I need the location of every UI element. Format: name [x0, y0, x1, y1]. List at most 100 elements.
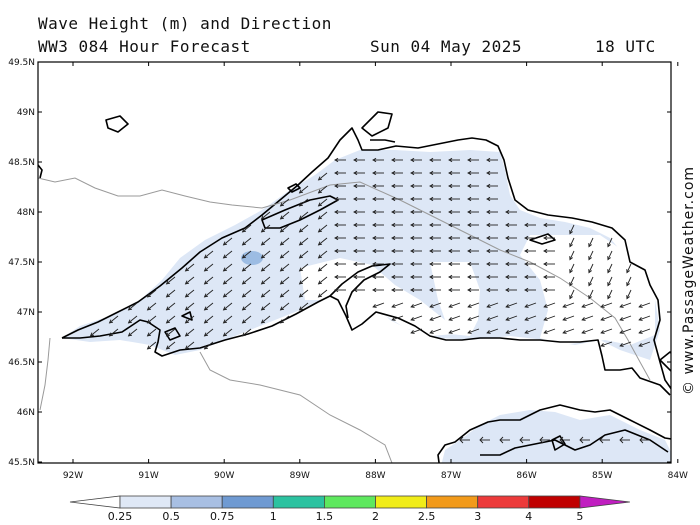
- wave-arrow: [588, 263, 594, 274]
- wave-arrow: [448, 209, 460, 215]
- wave-arrow: [372, 248, 384, 254]
- wave-arrow: [486, 315, 499, 321]
- wave-arrow: [184, 289, 195, 298]
- lon-label: 87W: [441, 471, 461, 481]
- wave-arrow: [626, 263, 632, 274]
- wave-arrow: [581, 315, 594, 321]
- wave-arrow: [372, 170, 384, 176]
- wave-arrow: [165, 328, 176, 337]
- wave-arrow: [429, 235, 441, 241]
- wave-arrow: [334, 248, 346, 254]
- lat-label: 46.5N: [8, 358, 35, 368]
- wave-arrow: [505, 302, 518, 308]
- wave-arrow: [448, 328, 461, 334]
- colorbar-segment: [272, 495, 325, 509]
- colorbar-label: 2: [372, 510, 379, 523]
- shoreline: [38, 111, 671, 463]
- colorbar-label: 4: [525, 510, 532, 523]
- wave-arrow: [638, 315, 651, 321]
- wave-arrow: [298, 211, 309, 220]
- wave-arrow: [524, 248, 536, 254]
- wave-arrow: [543, 222, 555, 228]
- colorbar-label: 1: [270, 510, 277, 523]
- colorbar-label: 5: [576, 510, 583, 523]
- wave-arrow: [279, 250, 290, 259]
- wave-arrow: [334, 287, 346, 293]
- lat-label: 46N: [17, 408, 35, 418]
- wave-arrow: [486, 235, 498, 241]
- lake-low-wave-patch: [520, 235, 655, 345]
- wave-arrow: [569, 237, 575, 248]
- wave-arrow: [559, 436, 570, 444]
- wave-arrow: [467, 235, 479, 241]
- wave-arrow: [581, 328, 594, 334]
- wave-arrow: [467, 209, 479, 215]
- wave-arrow: [410, 196, 422, 202]
- wave-arrow: [146, 302, 157, 311]
- wave-arrow: [372, 235, 384, 241]
- wave-arrow: [448, 302, 461, 308]
- lat-label: 45.5N: [8, 458, 35, 468]
- wave-arrow: [638, 302, 651, 308]
- wave-arrow: [505, 328, 518, 334]
- wave-arrow: [317, 224, 328, 233]
- wave-arrow: [486, 274, 498, 280]
- wave-arrow: [222, 250, 233, 259]
- wave-arrow: [353, 261, 365, 267]
- lon-label: 91W: [138, 471, 158, 481]
- wave-arrow: [353, 196, 365, 202]
- forecast-date: Sun 04 May 2025: [370, 37, 522, 56]
- wave-arrow: [298, 263, 309, 272]
- wave-arrow: [334, 183, 346, 189]
- wave-arrow: [486, 287, 498, 293]
- wave-arrow: [241, 328, 252, 337]
- colorbar-segment: [528, 495, 581, 509]
- wave-arrow: [241, 237, 252, 246]
- colorbar-segment: [477, 495, 530, 509]
- wave-arrow: [448, 274, 460, 280]
- wave-arrow: [222, 302, 233, 311]
- wave-arrow: [222, 315, 233, 324]
- wave-arrow: [410, 248, 422, 254]
- wave-arrow: [429, 315, 442, 321]
- wave-arrow: [222, 328, 233, 337]
- forecast-time: 18 UTC: [595, 37, 656, 56]
- lat-label: 47N: [17, 308, 35, 318]
- wave-arrow: [429, 274, 441, 280]
- wave-arrow: [298, 250, 309, 259]
- wave-arrow: [184, 328, 195, 337]
- wave-arrow: [581, 302, 594, 308]
- wave-arrow: [203, 289, 214, 298]
- colorbar-label: 3: [474, 510, 481, 523]
- wave-arrow: [260, 224, 271, 233]
- wave-arrow: [600, 328, 613, 334]
- wave-arrow: [429, 302, 442, 308]
- wave-arrow: [588, 289, 594, 300]
- wave-arrow: [639, 436, 650, 444]
- colorbar-segment: [221, 495, 274, 509]
- wave-arrow: [543, 261, 555, 267]
- lon-label: 84W: [668, 471, 688, 481]
- wave-arrow: [317, 198, 328, 207]
- lon-label: 89W: [290, 471, 310, 481]
- wave-arrow: [467, 157, 479, 163]
- wave-arrow: [184, 315, 195, 324]
- wave-arrow: [607, 263, 613, 274]
- wave-arrow: [203, 315, 214, 324]
- wave-arrow: [222, 263, 233, 272]
- wave-arrow: [543, 315, 556, 321]
- wave-arrow: [505, 315, 518, 321]
- colorbar-segment: [426, 495, 479, 509]
- wave-arrow: [334, 209, 346, 215]
- wave-arrow: [524, 222, 536, 228]
- colorbar-segment: [375, 495, 427, 509]
- wave-arrow: [353, 157, 365, 163]
- wave-arrow: [467, 302, 480, 308]
- wave-arrow: [467, 222, 479, 228]
- wave-arrow: [448, 157, 460, 163]
- wave-arrow: [569, 224, 575, 235]
- wave-arrow: [410, 328, 423, 334]
- wave-arrow: [89, 328, 100, 337]
- wave-arrow: [353, 287, 365, 293]
- lake-low-wave-patch-east: [430, 262, 480, 336]
